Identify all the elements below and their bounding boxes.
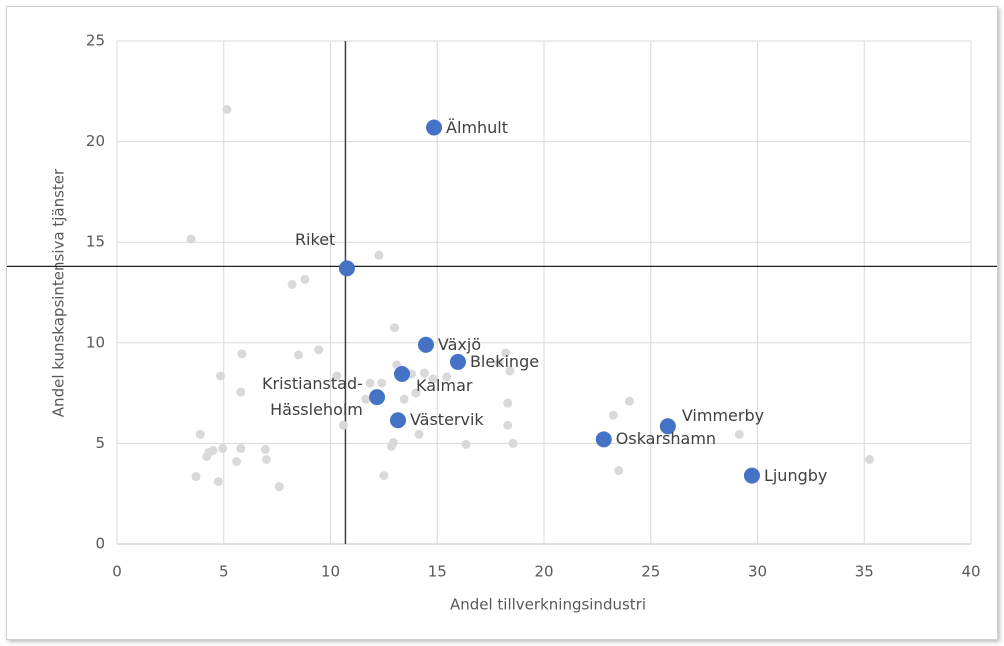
- point: [394, 365, 411, 382]
- point: [503, 398, 513, 408]
- point: [428, 374, 438, 384]
- point: [399, 394, 409, 404]
- x-axis-label: Andel tillverkningsindustri: [450, 596, 646, 614]
- point-label: Vimmerby: [681, 406, 765, 426]
- point: [417, 336, 434, 353]
- point: [332, 371, 342, 381]
- x-tick-label: 25: [641, 563, 660, 581]
- point: [232, 457, 242, 467]
- x-tick-label: 40: [961, 563, 980, 581]
- point: [216, 371, 226, 381]
- point: [287, 279, 297, 289]
- point: [501, 348, 511, 358]
- x-tick-label: 35: [855, 563, 874, 581]
- point: [314, 345, 324, 355]
- x-tick-label: 20: [534, 563, 553, 581]
- point: [236, 443, 246, 453]
- x-tick-label: 10: [321, 563, 340, 581]
- y-axis-label: Andel kunskapsintensiva tjänster: [50, 168, 68, 417]
- point: [365, 378, 375, 388]
- y-tick-label: 0: [95, 535, 105, 553]
- point: [236, 387, 246, 397]
- y-tick-label: 5: [95, 434, 105, 452]
- chart-frame: Andel tillverkningsindustri Andel kunska…: [6, 6, 998, 640]
- point-label: Västervik: [409, 410, 484, 430]
- chart: Andel tillverkningsindustri Andel kunska…: [7, 32, 997, 614]
- point: [374, 250, 384, 260]
- point: [390, 323, 400, 333]
- point: [743, 467, 760, 484]
- point: [218, 443, 228, 453]
- point: [377, 378, 387, 388]
- point-label: Växjö: [437, 334, 482, 354]
- point: [361, 394, 371, 404]
- point-label: Oskarshamn: [615, 429, 717, 449]
- point: [300, 274, 310, 284]
- y-tick-label: 20: [86, 132, 105, 150]
- point-label: Kalmar: [416, 375, 473, 395]
- point: [202, 451, 212, 461]
- point-label: Blekinge: [469, 351, 540, 371]
- point: [186, 234, 196, 244]
- point: [624, 396, 634, 406]
- point: [379, 471, 389, 481]
- point: [369, 389, 386, 406]
- x-tick-label: 30: [748, 563, 767, 581]
- point: [595, 431, 612, 448]
- point: [608, 410, 618, 420]
- x-tick-label: 5: [219, 563, 229, 581]
- y-tick-label: 25: [86, 32, 105, 50]
- point: [195, 429, 205, 439]
- y-tick-label: 15: [86, 233, 105, 251]
- point: [274, 482, 284, 492]
- point: [338, 420, 348, 430]
- point: [614, 466, 624, 476]
- point: [461, 439, 471, 449]
- y-tick-label: 10: [86, 333, 105, 351]
- point: [260, 444, 270, 454]
- point: [191, 472, 201, 482]
- point: [734, 429, 744, 439]
- point: [419, 368, 429, 378]
- point: [426, 119, 443, 136]
- x-tick-label: 15: [428, 563, 447, 581]
- point: [213, 477, 223, 487]
- point: [865, 454, 875, 464]
- point-label: Älmhult: [446, 117, 509, 137]
- point: [388, 437, 398, 447]
- point: [508, 438, 518, 448]
- point: [338, 260, 355, 277]
- point: [237, 349, 247, 359]
- point: [659, 418, 676, 435]
- point: [293, 350, 303, 360]
- point: [389, 412, 406, 429]
- point: [414, 429, 424, 439]
- point-label: Riket: [294, 230, 336, 250]
- point: [449, 353, 466, 370]
- point: [411, 388, 421, 398]
- point: [222, 104, 232, 114]
- point-label: Kristianstad- Hässleholm: [262, 374, 363, 420]
- point: [208, 445, 218, 455]
- point: [442, 372, 452, 382]
- point: [505, 366, 515, 376]
- point: [494, 358, 504, 368]
- point: [503, 420, 513, 430]
- x-tick-label: 0: [112, 563, 122, 581]
- point: [261, 454, 271, 464]
- point-label: Ljungby: [763, 465, 828, 485]
